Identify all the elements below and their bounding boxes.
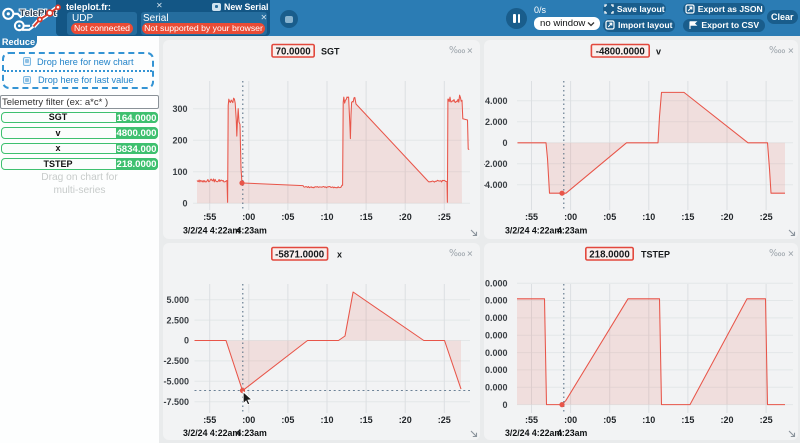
svg-text:0.000: 0.000	[485, 296, 508, 306]
svg-text::25: :25	[760, 415, 773, 425]
svg-text::25: :25	[760, 212, 773, 222]
svg-text:100: 100	[172, 167, 187, 177]
svg-text:TSTEP: TSTEP	[641, 249, 670, 259]
svg-text:v: v	[656, 46, 661, 56]
svg-text:x: x	[337, 249, 342, 259]
svg-text:4:23am: 4:23am	[557, 428, 587, 438]
svg-text::10: :10	[642, 415, 655, 425]
svg-text::55: :55	[203, 212, 216, 222]
svg-text:4:23am: 4:23am	[237, 226, 267, 236]
svg-text:218.0000: 218.0000	[589, 249, 629, 260]
svg-text::00: :00	[242, 212, 255, 222]
svg-text::05: :05	[603, 415, 616, 425]
svg-text:3/2/24 4:22am: 3/2/24 4:22am	[505, 428, 562, 438]
svg-text:0: 0	[502, 400, 507, 410]
svg-text:-5.000: -5.000	[163, 377, 189, 387]
svg-text::10: :10	[320, 212, 333, 222]
svg-text:5.000: 5.000	[166, 295, 189, 305]
svg-text:0.000: 0.000	[485, 278, 508, 288]
svg-text:0: 0	[182, 198, 187, 208]
svg-text:4.000: 4.000	[485, 96, 508, 106]
svg-text:✕: ✕	[467, 47, 474, 56]
svg-text:SGT: SGT	[321, 46, 340, 56]
svg-text:-2.500: -2.500	[163, 356, 189, 366]
svg-text::55: :55	[525, 212, 538, 222]
svg-text:✕: ✕	[788, 250, 795, 259]
svg-text:-2.000: -2.000	[484, 159, 508, 169]
svg-text::20: :20	[720, 415, 733, 425]
svg-text:0.000: 0.000	[485, 348, 508, 358]
svg-text::05: :05	[603, 212, 616, 222]
svg-text::15: :15	[681, 415, 694, 425]
svg-text:200: 200	[172, 135, 187, 145]
svg-text:300: 300	[172, 104, 187, 114]
svg-text::20: :20	[399, 212, 412, 222]
svg-text:‱: ‱	[449, 45, 466, 56]
svg-text::15: :15	[360, 212, 373, 222]
svg-text:0: 0	[184, 336, 189, 346]
svg-text:0.000: 0.000	[485, 330, 508, 340]
svg-text:-5871.0000: -5871.0000	[275, 249, 324, 260]
svg-text::55: :55	[203, 415, 216, 425]
svg-text:4:23am: 4:23am	[237, 428, 267, 438]
svg-text:3/2/24 4:22am: 3/2/24 4:22am	[505, 226, 562, 236]
svg-text:2.500: 2.500	[166, 315, 189, 325]
svg-text::20: :20	[720, 212, 733, 222]
svg-text:3/2/24 4:22am: 3/2/24 4:22am	[183, 226, 240, 236]
svg-text:3/2/24 4:22am: 3/2/24 4:22am	[183, 428, 240, 438]
svg-text::00: :00	[564, 212, 577, 222]
svg-text::00: :00	[564, 415, 577, 425]
svg-text::25: :25	[438, 212, 451, 222]
svg-text:✕: ✕	[467, 250, 474, 259]
svg-text::25: :25	[438, 415, 451, 425]
svg-text::05: :05	[281, 212, 294, 222]
svg-text:✕: ✕	[788, 47, 795, 56]
svg-text:t: t	[53, 8, 57, 19]
svg-text::10: :10	[642, 212, 655, 222]
svg-text::05: :05	[281, 415, 294, 425]
svg-text:-4800.0000: -4800.0000	[596, 46, 645, 57]
svg-text:0.000: 0.000	[485, 313, 508, 323]
svg-text:‱: ‱	[769, 248, 786, 259]
svg-text:-4.000: -4.000	[484, 180, 508, 190]
svg-text::55: :55	[525, 415, 538, 425]
svg-text:‱: ‱	[449, 248, 466, 259]
svg-text::20: :20	[399, 415, 412, 425]
svg-text:0.000: 0.000	[485, 383, 508, 393]
svg-text::10: :10	[320, 415, 333, 425]
svg-text:0.000: 0.000	[485, 365, 508, 375]
svg-text:70.0000: 70.0000	[276, 46, 311, 57]
svg-text:0: 0	[502, 138, 507, 148]
svg-text::15: :15	[360, 415, 373, 425]
svg-text::00: :00	[242, 415, 255, 425]
svg-text::15: :15	[681, 212, 694, 222]
svg-text:‱: ‱	[769, 45, 786, 56]
svg-text:-7.500: -7.500	[163, 397, 189, 407]
svg-text:4:23am: 4:23am	[557, 226, 587, 236]
svg-text:2.000: 2.000	[485, 117, 508, 127]
